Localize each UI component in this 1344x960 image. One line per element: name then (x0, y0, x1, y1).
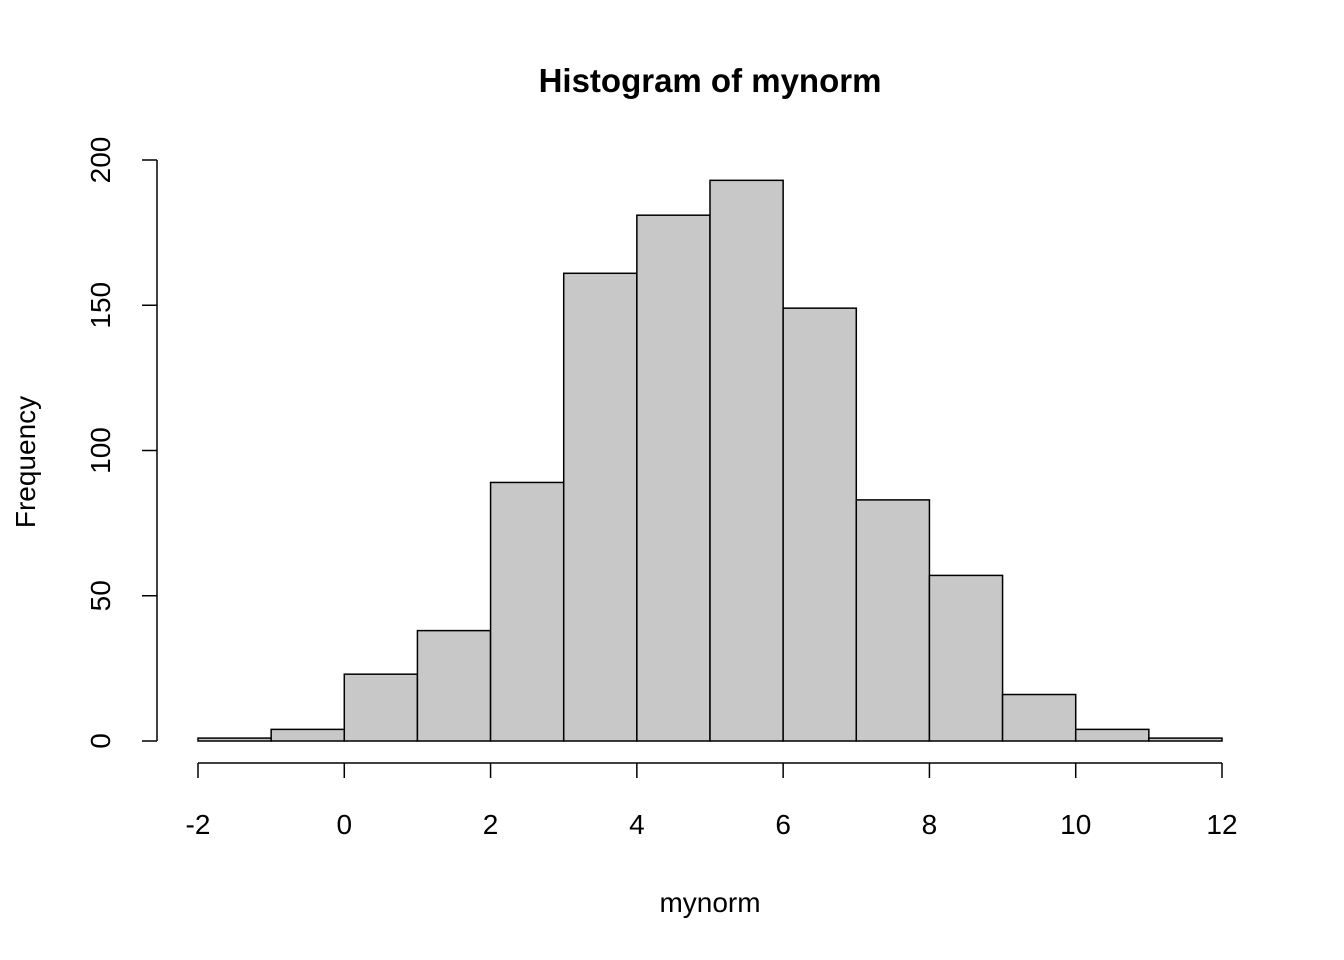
bar (343, 673, 419, 742)
y-tick-label: 150 (85, 282, 116, 329)
x-axis-label: mynorm (659, 887, 760, 918)
bar (1148, 737, 1223, 742)
x-tick-label: 8 (922, 809, 938, 840)
x-tick-label: 4 (629, 809, 645, 840)
y-tick-label: 50 (85, 580, 116, 611)
bar (709, 179, 784, 742)
x-tick-label: 6 (775, 809, 791, 840)
bar (636, 214, 711, 742)
chart-title: Histogram of mynorm (539, 62, 882, 99)
bar (1001, 693, 1077, 742)
bar (855, 499, 931, 742)
x-tick-label: 2 (483, 809, 499, 840)
y-axis-label: Frequency (10, 396, 41, 528)
bar (782, 307, 858, 742)
bar (562, 272, 638, 742)
bar (416, 629, 492, 742)
bar (1074, 728, 1150, 742)
x-tick-label: 0 (336, 809, 352, 840)
y-tick-label: 100 (85, 427, 116, 474)
y-tick-label: 0 (85, 733, 116, 749)
x-tick-label: 10 (1060, 809, 1091, 840)
bar (489, 481, 565, 742)
bar (197, 737, 272, 742)
x-tick-label: -2 (186, 809, 211, 840)
bar (928, 574, 1004, 742)
y-tick-label: 200 (85, 137, 116, 184)
x-tick-label: 12 (1206, 809, 1237, 840)
bar (270, 728, 346, 742)
